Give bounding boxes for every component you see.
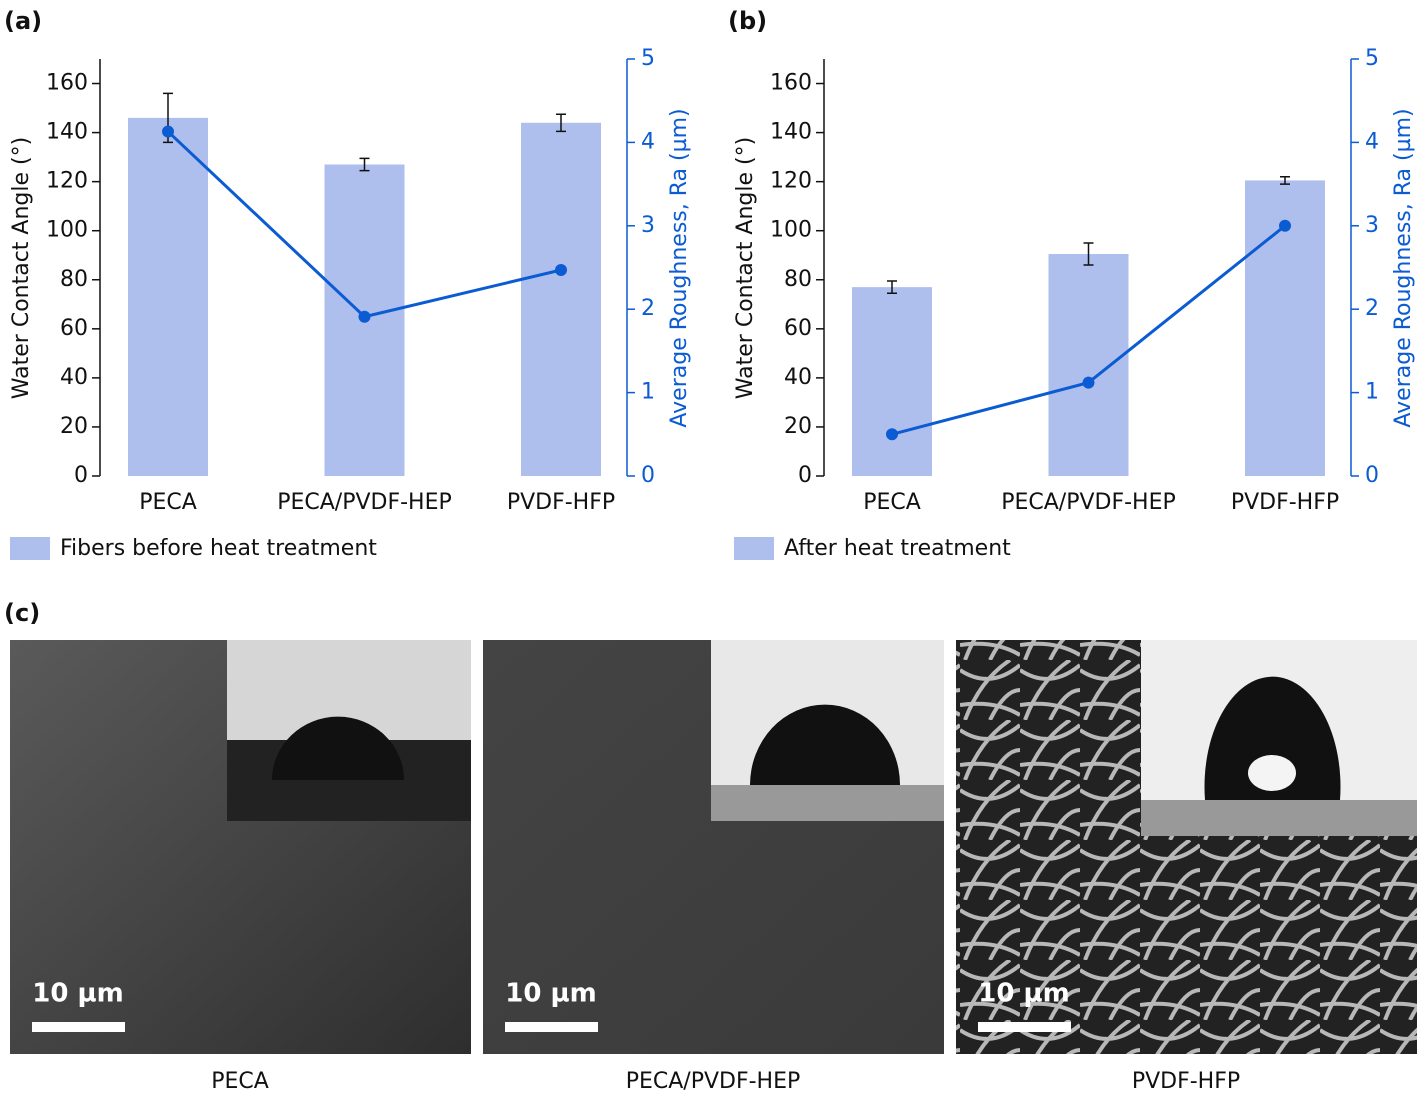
- y-tick-label: 140: [46, 120, 88, 145]
- y2-tick-label: 4: [1365, 129, 1379, 154]
- y-tick-label: 40: [784, 365, 812, 390]
- x-tick-label: PECA/PVDF-HEP: [277, 490, 452, 515]
- x-tick-label: PVDF-HFP: [507, 490, 615, 515]
- y-axis-title: Water Contact Angle (°): [9, 137, 34, 399]
- image-caption: PECA/PVDF-HEP: [626, 1069, 801, 1094]
- bar: [852, 287, 932, 476]
- line-point: [1082, 376, 1095, 389]
- error-bar: [359, 157, 370, 172]
- image-caption: PVDF-HFP: [1132, 1069, 1240, 1094]
- y2-tick-label: 0: [1365, 463, 1379, 488]
- y2-tick-label: 5: [641, 46, 655, 71]
- scale-bar-label: 10 µm: [978, 979, 1069, 1009]
- y-tick-label: 80: [60, 267, 88, 292]
- bar: [521, 122, 601, 476]
- y2-tick-label: 3: [641, 213, 655, 238]
- line-point: [162, 125, 174, 138]
- y2-tick-label: 1: [1365, 380, 1379, 405]
- y-tick-label: 80: [784, 267, 812, 292]
- line-point: [555, 264, 567, 277]
- legend-swatch: [734, 537, 774, 560]
- error-bar: [1280, 175, 1290, 185]
- y-axis-title: Water Contact Angle (°): [733, 137, 758, 399]
- error-bar: [556, 113, 566, 133]
- y-tick-label: 140: [770, 120, 812, 145]
- y-tick-label: 60: [60, 316, 88, 341]
- y2-tick-label: 1: [641, 380, 655, 405]
- bar: [1048, 254, 1129, 476]
- legend-label: After heat treatment: [784, 536, 1011, 561]
- x-tick-label: PECA: [139, 490, 197, 515]
- image-caption: PECA: [211, 1069, 269, 1094]
- x-tick-label: PECA: [863, 490, 921, 515]
- panel-label: (a): [4, 7, 42, 35]
- droplet: [750, 704, 900, 785]
- panel-label: (b): [728, 7, 767, 35]
- y-tick-label: 100: [46, 218, 88, 243]
- scale-bar: [505, 1022, 598, 1032]
- y-tick-label: 0: [74, 463, 88, 488]
- y2-tick-label: 4: [641, 129, 655, 154]
- scale-bar: [978, 1022, 1071, 1032]
- scale-bar-label: 10 µm: [505, 979, 596, 1009]
- line-point: [1279, 219, 1291, 232]
- droplet: [272, 716, 404, 780]
- y2-tick-label: 2: [1365, 296, 1379, 321]
- y-tick-label: 100: [770, 218, 812, 243]
- reflection: [1248, 755, 1296, 791]
- y-tick-label: 120: [46, 169, 88, 194]
- y-tick-label: 0: [798, 463, 812, 488]
- y2-axis-title: Average Roughness, Ra (µm): [1391, 108, 1416, 427]
- y-tick-label: 20: [784, 414, 812, 439]
- y-tick-label: 60: [784, 316, 812, 341]
- y-tick-label: 40: [60, 365, 88, 390]
- y2-tick-label: 2: [641, 296, 655, 321]
- panel-label: (c): [4, 599, 40, 627]
- y-tick-label: 160: [46, 71, 88, 96]
- inset-substrate: [711, 785, 944, 821]
- y-tick-label: 120: [770, 169, 812, 194]
- scale-bar: [32, 1022, 125, 1032]
- y-tick-label: 160: [770, 71, 812, 96]
- sem-images: [10, 640, 1417, 1054]
- y2-tick-label: 0: [641, 463, 655, 488]
- error-bar: [887, 280, 897, 295]
- line-point: [886, 428, 898, 441]
- y2-axis-title: Average Roughness, Ra (µm): [667, 108, 692, 427]
- line-point: [358, 310, 371, 323]
- y-tick-label: 20: [60, 414, 88, 439]
- droplet: [1204, 676, 1341, 800]
- scale-bar-label: 10 µm: [32, 979, 123, 1009]
- legend-swatch: [10, 537, 50, 560]
- y2-tick-label: 3: [1365, 213, 1379, 238]
- x-tick-label: PECA/PVDF-HEP: [1001, 490, 1176, 515]
- error-bar: [1083, 242, 1094, 266]
- inset-substrate: [1141, 800, 1417, 836]
- y2-tick-label: 5: [1365, 46, 1379, 71]
- x-tick-label: PVDF-HFP: [1231, 490, 1339, 515]
- bar: [128, 117, 208, 476]
- legend-label: Fibers before heat treatment: [60, 536, 377, 561]
